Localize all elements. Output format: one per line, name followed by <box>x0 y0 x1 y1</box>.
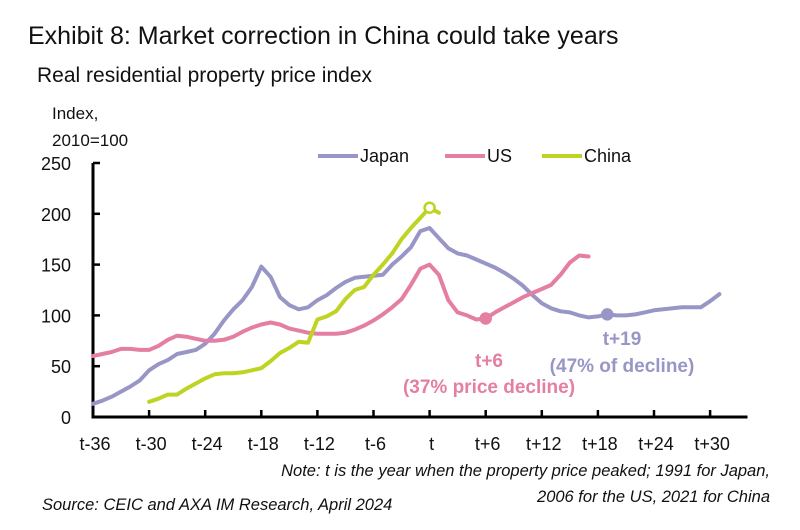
legend-label-japan: Japan <box>360 146 409 166</box>
x-tick-label: t+12 <box>526 434 562 454</box>
x-tick-label: t+30 <box>694 434 730 454</box>
annotation-japan: t+19 <box>603 329 642 350</box>
series-line-china <box>147 205 441 404</box>
legend-label-china: China <box>584 146 632 166</box>
annotation-us: t+6 <box>475 351 503 372</box>
y-axis-label: Index, 2010=100 <box>52 100 128 154</box>
x-tick-label: t+6 <box>475 434 501 454</box>
y-tick-label: 200 <box>41 205 71 225</box>
x-tick-label: t-12 <box>304 434 335 454</box>
legend-label-us: US <box>487 146 512 166</box>
y-tick-label: 100 <box>41 306 71 326</box>
chart-title: Exhibit 8: Market correction in China co… <box>28 22 619 50</box>
x-tick-label: t-30 <box>136 434 167 454</box>
series-line-us <box>91 253 591 358</box>
series-line-japan <box>91 226 722 406</box>
x-tick-label: t-6 <box>365 434 386 454</box>
note-line: Note: t is the year when the property pr… <box>281 462 770 480</box>
x-tick-label: t-24 <box>192 434 223 454</box>
y-tick-label: 250 <box>41 154 71 174</box>
y-tick-label: 150 <box>41 256 71 276</box>
y-axis-label-line: Index, <box>52 104 99 123</box>
x-tick-label: t+18 <box>582 434 618 454</box>
peak-marker-china <box>423 201 436 214</box>
annotation-us: (37% price decline) <box>403 377 575 398</box>
x-tick-label: t+24 <box>638 434 674 454</box>
annotation-japan: (47% of decline) <box>550 356 695 377</box>
x-tick-label: t-18 <box>248 434 279 454</box>
y-axis-label-line: 2010=100 <box>52 131 129 150</box>
chart-note: Note: t is the year when the property pr… <box>281 458 770 510</box>
x-tick-label: t-36 <box>79 434 110 454</box>
peak-marker-japan <box>601 308 614 321</box>
y-tick-label: 0 <box>61 408 71 428</box>
peak-marker-us <box>479 312 492 325</box>
chart-source: Source: CEIC and AXA IM Research, April … <box>42 496 393 514</box>
x-tick-label: t <box>429 434 434 454</box>
y-tick-label: 50 <box>51 357 71 377</box>
note-line: 2006 for the US, 2021 for China <box>537 488 770 506</box>
chart-subtitle: Real residential property price index <box>37 64 373 87</box>
